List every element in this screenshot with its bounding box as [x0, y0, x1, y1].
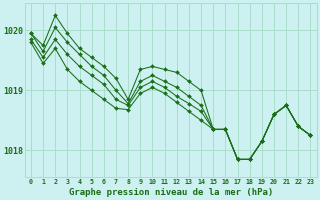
X-axis label: Graphe pression niveau de la mer (hPa): Graphe pression niveau de la mer (hPa) — [68, 188, 273, 197]
